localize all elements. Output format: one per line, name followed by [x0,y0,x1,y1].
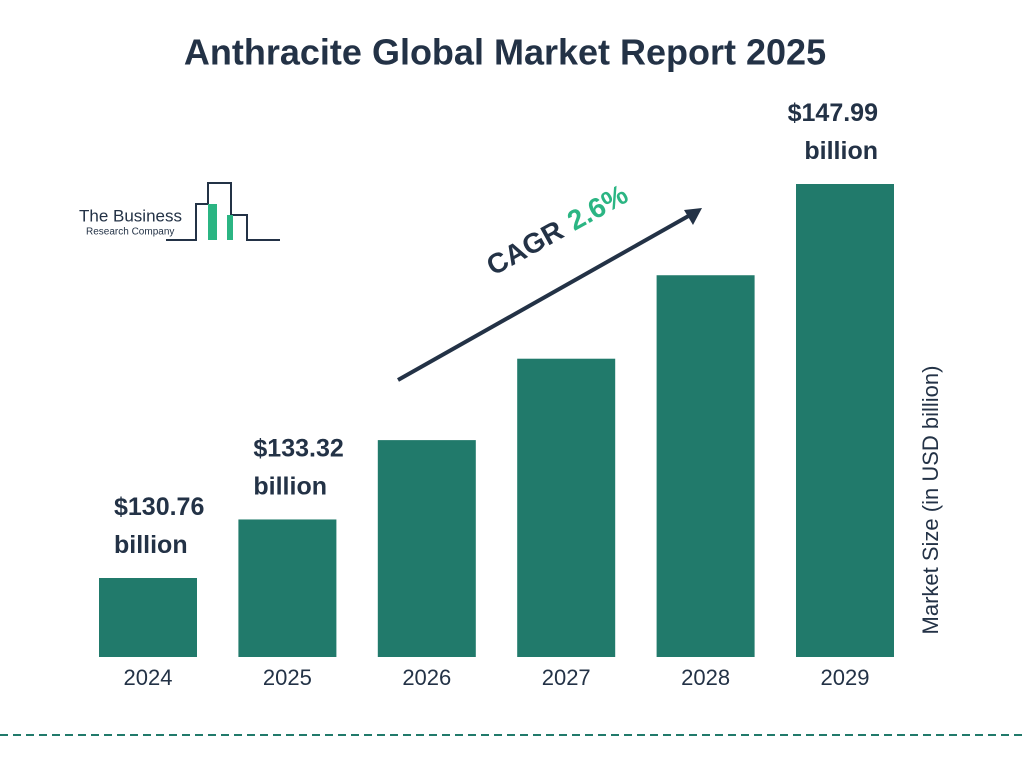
logo-subtext: Research Company [86,227,174,238]
x-tick-label: 2028 [681,665,730,690]
bar [656,275,755,657]
value-label-line: $147.99 [788,99,878,127]
logo-outline [166,182,280,241]
value-label-line: $133.32 [253,434,343,462]
y-axis-label: Market Size (in USD billion) [918,366,943,635]
x-tick-label: 2025 [263,665,312,690]
bar [377,440,476,657]
cagr-text: CAGR2.6% [481,179,633,282]
bar [796,184,894,657]
x-tick-label: 2029 [821,665,870,690]
x-tick-label: 2027 [542,665,591,690]
bar [99,578,197,657]
value-label: $147.99 billion [788,99,878,165]
value-label-line: billion [114,531,188,559]
arrow-head [684,208,702,225]
x-tick-label: 2024 [124,665,173,690]
cagr-value: 2.6% [562,179,633,237]
cagr-label: CAGR [481,215,568,282]
cagr-arrow [397,212,693,382]
logo-text: The Business [79,206,182,225]
bar [238,519,337,657]
bar [517,358,616,657]
logo: The Business Research Company [79,182,280,241]
chart-title: Anthracite Global Market Report 2025 [184,32,826,73]
logo-bar [227,215,233,240]
value-label-line: $130.76 [114,493,204,521]
value-label-line: billion [804,137,878,165]
x-tick-label: 2026 [402,665,451,690]
value-label-line: billion [253,472,327,500]
value-label: $133.32 billion [253,434,343,500]
cagr-annotation: CAGR2.6% [397,179,702,382]
value-label: $130.76 billion [114,493,204,559]
logo-bar [208,204,217,240]
